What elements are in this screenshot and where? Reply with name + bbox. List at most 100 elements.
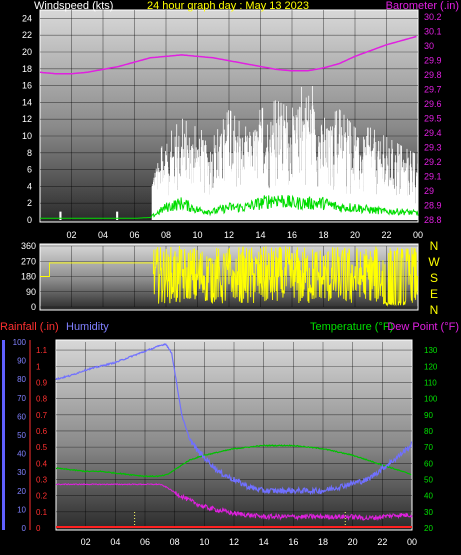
windspeed-tick-label: 2 — [27, 198, 32, 208]
barometer-tick-label: 29.1 — [424, 172, 442, 182]
rainfall-tick-label: 1 — [36, 362, 41, 371]
humidity-tick-label: 80 — [17, 375, 26, 384]
x-tick-label: 06 — [140, 537, 150, 547]
x-tick-label: 20 — [350, 230, 360, 240]
humidity-axis-bar — [2, 340, 5, 530]
barometer-tick-label: 29.4 — [424, 128, 442, 138]
temperature-axis-label: Temperature (°F) — [310, 321, 393, 333]
compass-label: N — [430, 303, 439, 317]
humidity-tick-label: 100 — [13, 338, 27, 347]
direction-tick-label: 270 — [21, 256, 36, 266]
temperature-tick-label: 20 — [424, 524, 433, 533]
chart-title: 24 hour graph day : May 13 2023 — [147, 0, 309, 12]
rainfall-tick-label: 0.6 — [36, 427, 48, 436]
x-tick-label: 22 — [377, 537, 387, 547]
humidity-tick-label: 0 — [22, 524, 27, 533]
temperature-tick-label: 30 — [424, 508, 433, 517]
temperature-trace — [56, 444, 412, 478]
rainfall-axis-label: Rainfall (.in) — [0, 321, 59, 333]
temp-panel-series — [55, 343, 413, 528]
x-tick-label: 00 — [413, 230, 423, 240]
rainfall-tick-label: 0.3 — [36, 475, 48, 484]
dewpoint-axis-label: Dew Point (°F) — [387, 321, 459, 333]
windspeed-tick-label: 0 — [27, 215, 32, 225]
barometer-tick-label: 29.2 — [424, 157, 442, 167]
direction-panel-series — [40, 245, 418, 307]
windspeed-tick-label: 18 — [22, 64, 32, 74]
humidity-tick-label: 10 — [17, 505, 26, 514]
barometer-tick-label: 28.8 — [424, 215, 442, 225]
temperature-tick-label: 120 — [424, 362, 438, 371]
x-tick-label: 14 — [259, 537, 269, 547]
wind-panel-x-ticks: 02 04 06 08 10 12 14 16 18 20 22 00 — [66, 230, 423, 240]
x-tick-label: 02 — [66, 230, 76, 240]
humidity-tick-label: 70 — [17, 394, 26, 403]
barometer-tick-label: 30 — [424, 41, 434, 51]
temperature-tick-label: 130 — [424, 346, 438, 355]
wind-panel-series — [39, 35, 419, 220]
dewpoint-trace — [55, 483, 413, 521]
temperature-tick-label: 110 — [424, 378, 437, 387]
barometer-tick-label: 29.5 — [424, 114, 442, 124]
rainfall-tick-label: 0.5 — [36, 443, 48, 452]
windspeed-tick-label: 22 — [22, 30, 32, 40]
humidity-tick-label: 20 — [17, 487, 26, 496]
barometer-tick-label: 29 — [424, 186, 434, 196]
rainfall-tick-label: 0.9 — [36, 378, 48, 387]
x-tick-label: 16 — [287, 230, 297, 240]
x-tick-label: 14 — [255, 230, 265, 240]
barometer-axis-ticks: 28.8 28.9 29 29.1 29.2 29.3 29.4 29.5 29.6 29.7 29… — [424, 12, 442, 225]
windspeed-tick-label: 14 — [22, 97, 32, 107]
x-tick-label: 18 — [318, 230, 328, 240]
x-tick-label: 18 — [318, 537, 328, 547]
x-tick-label: 12 — [229, 537, 239, 547]
temp-panel-x-ticks: 02 04 06 08 10 12 14 16 18 20 22 00 — [81, 537, 417, 547]
windspeed-tick-label: 20 — [22, 47, 32, 57]
temperature-axis-ticks: 20 30 40 50 60 70 80 90 100 110 120 130 — [424, 346, 438, 533]
compass-label: N — [430, 239, 439, 253]
barometer-trace — [39, 35, 417, 75]
windspeed-tick-label: 10 — [22, 131, 32, 141]
humidity-tick-label: 30 — [17, 468, 26, 477]
temperature-tick-label: 50 — [424, 475, 433, 484]
average-wind-trace — [40, 194, 419, 219]
windspeed-tick-label: 24 — [22, 13, 32, 23]
windspeed-axis-label: Windspeed (kts) — [34, 0, 113, 12]
x-tick-label: 04 — [98, 230, 108, 240]
humidity-axis-ticks: 0 10 20 30 40 50 60 70 80 90 100 — [13, 338, 27, 533]
wind-direction-trace — [40, 245, 418, 307]
barometer-tick-label: 29.6 — [424, 99, 442, 109]
rainfall-tick-label: 1.1 — [36, 346, 48, 355]
x-tick-label: 08 — [161, 230, 171, 240]
windspeed-tick-label: 6 — [27, 165, 32, 175]
barometer-tick-label: 30.1 — [424, 27, 442, 37]
direction-tick-label: 0 — [31, 302, 36, 312]
x-tick-label: 02 — [81, 537, 91, 547]
temperature-tick-label: 80 — [424, 427, 433, 436]
windspeed-tick-label: 4 — [27, 181, 32, 191]
temperature-tick-label: 100 — [424, 395, 438, 404]
compass-label: S — [430, 271, 438, 285]
barometer-tick-label: 29.3 — [424, 143, 442, 153]
x-tick-label: 12 — [224, 230, 234, 240]
x-tick-label: 22 — [381, 230, 391, 240]
temperature-tick-label: 90 — [424, 411, 433, 420]
temperature-tick-label: 60 — [424, 459, 433, 468]
x-tick-label: 04 — [110, 537, 120, 547]
humidity-trace — [55, 343, 413, 496]
barometer-axis-label: Barometer (.in) — [386, 0, 459, 12]
humidity-tick-label: 40 — [17, 450, 26, 459]
rainfall-tick-label: 0 — [36, 524, 41, 533]
windspeed-tick-label: 16 — [22, 81, 32, 91]
direction-axis-ticks: 0 90 180 270 360 — [21, 241, 36, 312]
rainfall-tick-label: 0.1 — [36, 508, 48, 517]
x-tick-label: 00 — [407, 537, 417, 547]
direction-tick-label: 360 — [21, 241, 36, 251]
rainfall-tick-label: 0.4 — [36, 459, 48, 468]
barometer-tick-label: 29.9 — [424, 56, 442, 66]
humidity-tick-label: 90 — [17, 357, 26, 366]
rainfall-tick-label: 0.7 — [36, 411, 48, 420]
